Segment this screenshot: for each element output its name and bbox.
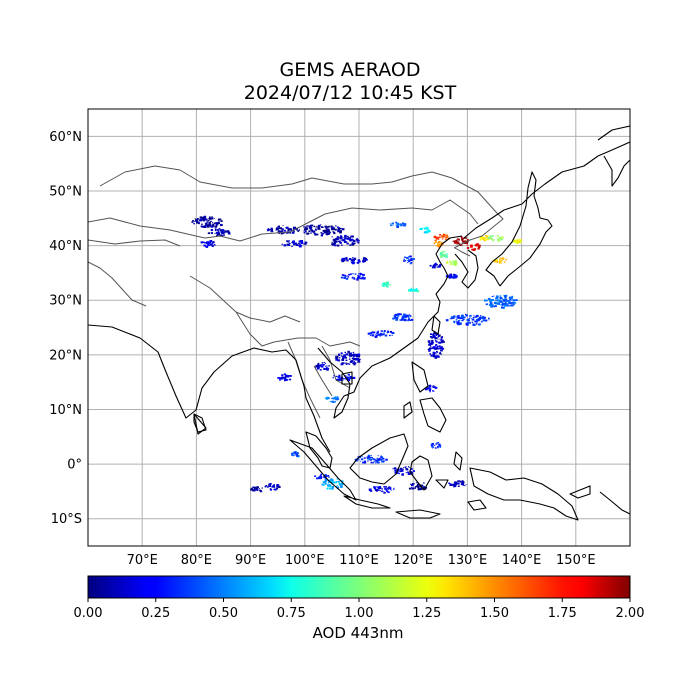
aod-region: [381, 281, 392, 288]
aod-region: [191, 215, 223, 228]
aod-region: [407, 287, 420, 293]
aod-region: [291, 451, 300, 458]
aod-region: [264, 483, 281, 491]
aod-region: [403, 255, 415, 265]
aod-region: [314, 472, 330, 480]
lon-tick-label: 100°E: [285, 553, 325, 568]
aod-region: [484, 294, 518, 309]
lat-tick-label: 40°N: [49, 239, 82, 254]
aod-region: [340, 257, 368, 265]
lat-tick-label: 30°N: [49, 294, 82, 309]
colorbar-tick-label: 0.75: [277, 606, 306, 621]
lat-tick-label: 10°N: [49, 403, 82, 418]
aod-region: [250, 486, 263, 493]
map-title: GEMS AERAOD: [279, 59, 421, 81]
aod-region: [389, 221, 407, 228]
aod-region: [446, 260, 458, 266]
lat-tick-label: 50°N: [49, 184, 82, 199]
aod-region: [334, 350, 361, 366]
aod-region: [324, 396, 340, 403]
aod-region: [340, 272, 366, 281]
aod-region: [367, 330, 395, 338]
aod-region: [207, 228, 231, 237]
lat-tick-label: 0°: [67, 458, 82, 473]
aod-region: [512, 238, 522, 244]
colorbar-tick-label: 0.25: [141, 606, 170, 621]
aod-region: [368, 486, 395, 494]
lon-tick-label: 140°E: [502, 553, 542, 568]
lat-lon-grid: [88, 109, 630, 546]
aod-region: [424, 384, 438, 393]
colorbar-tick-label: 2.00: [616, 606, 645, 621]
aod-region: [354, 454, 388, 464]
aod-region: [321, 478, 344, 490]
colorbar-tick-label: 0.00: [74, 606, 103, 621]
lon-tick-label: 70°E: [127, 553, 158, 568]
lon-tick-label: 110°E: [339, 553, 379, 568]
border-lines: [88, 165, 504, 419]
colorbar-tick-label: 1.50: [480, 606, 509, 621]
aod-region: [429, 262, 442, 269]
colorbar-tick-label: 1.00: [345, 606, 374, 621]
aod-region: [439, 250, 448, 258]
aod-region: [448, 480, 467, 488]
lon-tick-label: 120°E: [393, 553, 433, 568]
aod-region: [315, 362, 330, 371]
aod-region: [487, 235, 504, 242]
aod-region: [479, 235, 490, 242]
aod-region: [331, 234, 360, 247]
aod-region: [277, 373, 292, 382]
colorbar-tick-label: 1.75: [548, 606, 577, 621]
aod-region: [430, 442, 442, 449]
aod-region: [200, 240, 216, 248]
aod-region: [392, 313, 414, 322]
aod-region: [492, 257, 508, 264]
small-islands: [193, 315, 441, 435]
aod-region: [466, 243, 481, 251]
aod-region: [427, 331, 445, 359]
colorbar-tick-label: 0.50: [209, 606, 238, 621]
colorbar: [87, 575, 631, 599]
lat-tick-label: 60°N: [49, 130, 82, 145]
map-subtitle: 2024/07/12 10:45 KST: [243, 82, 457, 104]
aod-region: [445, 273, 458, 279]
lon-tick-label: 130°E: [448, 553, 488, 568]
lon-tick-label: 80°E: [181, 553, 212, 568]
aod-region: [419, 226, 431, 234]
aod-region: [281, 240, 308, 248]
aod-region: [303, 224, 345, 237]
colorbar-label: AOD 443nm: [312, 624, 404, 642]
lon-tick-label: 90°E: [235, 553, 266, 568]
lat-tick-label: 20°N: [49, 348, 82, 363]
colorbar-tick-label: 1.25: [412, 606, 441, 621]
lon-tick-label: 150°E: [556, 553, 596, 568]
lat-tick-label: 10°S: [51, 512, 82, 527]
map-frame: [87, 108, 631, 547]
aod-data-layer: [191, 215, 522, 494]
aod-region: [445, 313, 490, 326]
